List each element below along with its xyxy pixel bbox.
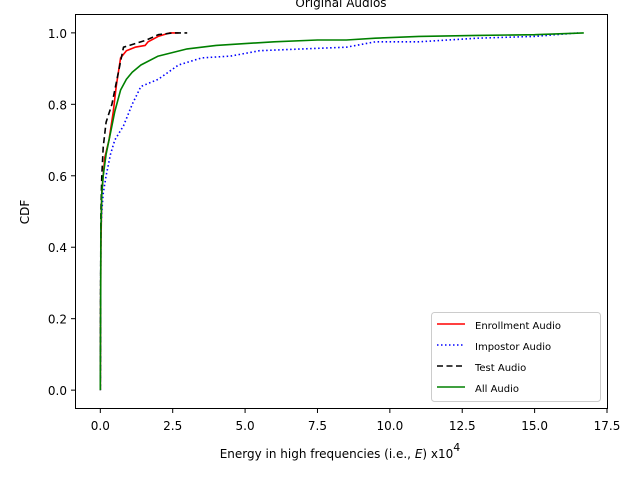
y-axis-label: CDF <box>18 200 32 225</box>
y-axis: 0.0 0.2 0.4 0.6 0.8 1.0 <box>48 27 76 398</box>
x-axis: 0.0 2.5 5.0 7.5 10.0 12.5 15.0 17.5 <box>91 408 621 433</box>
x-tick-label: 7.5 <box>308 419 327 433</box>
x-tick-label: 17.5 <box>594 419 621 433</box>
x-axis-label-main: Energy in high frequencies (i.e., <box>220 447 415 461</box>
y-tick-label: 0.2 <box>48 313 67 327</box>
x-tick-label: 10.0 <box>376 419 403 433</box>
plot-frame <box>75 14 608 409</box>
x-axis-label: Energy in high frequencies (i.e., E) x10… <box>220 441 461 461</box>
y-tick-label: 0.4 <box>48 241 67 255</box>
x-tick-label: 0.0 <box>91 419 110 433</box>
plot-area <box>75 14 608 409</box>
x-axis-label-italic: E <box>415 447 423 461</box>
y-tick-label: 0.6 <box>48 170 67 184</box>
series-layer <box>99 32 584 391</box>
legend-label-test-audio: Test Audio <box>474 363 526 374</box>
legend-label-impostor-audio: Impostor Audio <box>475 342 551 353</box>
y-tick-label: 0.0 <box>48 384 67 398</box>
series-line-test-audio <box>99 32 188 391</box>
x-axis-label-after: ) x10 <box>422 447 453 461</box>
x-tick-label: 15.0 <box>521 419 548 433</box>
y-tick-label: 0.8 <box>48 98 67 112</box>
x-tick-label: 2.5 <box>163 419 182 433</box>
y-tick-label: 1.0 <box>48 27 67 41</box>
series-line-enrollment-audio <box>99 32 179 391</box>
legend-label-all-audio: All Audio <box>475 384 519 395</box>
x-tick-label: 12.5 <box>449 419 476 433</box>
legend: Enrollment Audio Impostor Audio Test Audio… <box>431 312 601 402</box>
x-tick-label: 5.0 <box>236 419 255 433</box>
legend-box <box>431 312 601 402</box>
x-axis-label-exponent: 4 <box>453 441 460 454</box>
series-line-all-audio <box>99 32 584 391</box>
chart-title: Original Audios <box>295 0 386 10</box>
legend-label-enrollment-audio: Enrollment Audio <box>475 321 561 332</box>
